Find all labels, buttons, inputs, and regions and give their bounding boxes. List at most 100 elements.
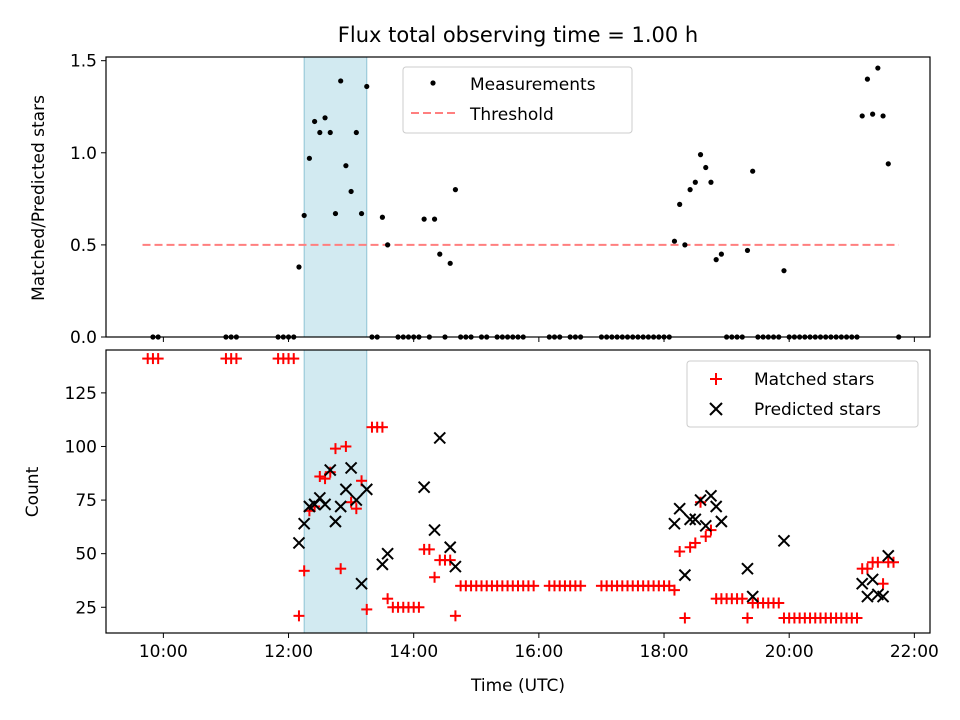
predicted-star-point bbox=[329, 515, 342, 528]
predicted-stars-points bbox=[292, 431, 895, 603]
y-tick-label: 125 bbox=[65, 384, 97, 404]
measurement-point bbox=[697, 152, 704, 158]
ratio-panel: 0.0 0.5 1.0 1.5 Matched/Predicted stars Mea… bbox=[29, 52, 931, 348]
predicted-star-point bbox=[297, 517, 311, 530]
y-tick-label: 1.0 bbox=[70, 144, 97, 164]
predicted-star-point bbox=[292, 536, 306, 550]
predicted-star-point bbox=[417, 481, 431, 494]
measurement-point bbox=[864, 76, 871, 82]
x-tick-label: 12:00 bbox=[264, 642, 313, 662]
bottom-plot-frame bbox=[105, 349, 931, 634]
matched-star-point bbox=[773, 597, 785, 609]
measurement-point bbox=[306, 155, 312, 161]
matched-star-point bbox=[449, 610, 461, 622]
predicted-star-point bbox=[694, 493, 707, 507]
predicted-star-point bbox=[741, 562, 754, 575]
measurement-point bbox=[677, 201, 683, 207]
x-tick-label: 10:00 bbox=[139, 642, 188, 662]
y-tick-label: 50 bbox=[75, 545, 97, 565]
measurement-point bbox=[343, 163, 349, 169]
bottom-y-axis-label: Count bbox=[23, 466, 43, 517]
measurement-point bbox=[870, 111, 876, 117]
measurement-point bbox=[682, 242, 688, 248]
measurement-point bbox=[296, 264, 302, 270]
matched-star-point bbox=[528, 580, 540, 592]
observing-window-span-bottom bbox=[303, 349, 368, 634]
measurement-point bbox=[332, 210, 339, 217]
top-legend-box bbox=[402, 66, 633, 134]
predicted-star-point bbox=[683, 513, 697, 526]
measurement-point bbox=[421, 216, 427, 222]
measurement-point bbox=[338, 78, 344, 84]
legend-matched-marker bbox=[710, 373, 722, 385]
measurement-point bbox=[348, 188, 354, 195]
predicted-star-point bbox=[376, 558, 389, 571]
predicted-star-point bbox=[861, 590, 874, 603]
predicted-star-point bbox=[324, 463, 337, 477]
measurement-point bbox=[317, 129, 323, 136]
matched-star-point bbox=[413, 601, 425, 613]
legend-matched-label: Matched stars bbox=[754, 370, 874, 390]
matched-stars-points bbox=[142, 353, 899, 624]
bottom-x-axis: 10:00 12:00 14:00 16:00 18:00 20:00 22:00 bbox=[139, 633, 939, 662]
predicted-star-point bbox=[381, 547, 394, 560]
measurement-point bbox=[713, 257, 719, 263]
y-tick-label: 75 bbox=[75, 491, 97, 511]
measurement-point bbox=[750, 168, 756, 174]
predicted-star-point bbox=[449, 560, 462, 573]
legend-measurements-marker bbox=[430, 80, 436, 86]
matched-star-point bbox=[679, 612, 691, 624]
measurement-point bbox=[703, 164, 709, 171]
top-y-axis-label: Matched/Predicted stars bbox=[29, 95, 49, 301]
legend-predicted-label: Predicted stars bbox=[754, 400, 881, 420]
matched-star-point bbox=[689, 537, 701, 549]
matched-star-point bbox=[152, 353, 164, 365]
measurement-point bbox=[327, 129, 333, 136]
predicted-star-point bbox=[350, 493, 363, 507]
matched-star-point bbox=[575, 580, 587, 592]
matched-star-point bbox=[429, 571, 441, 583]
matched-star-point bbox=[736, 593, 748, 605]
predicted-star-point bbox=[699, 519, 712, 533]
bottom-legend: Matched stars Predicted stars bbox=[686, 360, 919, 428]
predicted-star-point bbox=[318, 498, 332, 511]
x-tick-label: 16:00 bbox=[514, 642, 563, 662]
legend-predicted-marker bbox=[709, 402, 723, 416]
measurement-point bbox=[687, 187, 693, 193]
measurement-point bbox=[431, 216, 438, 222]
predicted-star-point bbox=[334, 500, 347, 513]
measurement-point bbox=[322, 115, 328, 121]
predicted-star-point bbox=[668, 517, 681, 530]
predicted-star-point bbox=[689, 513, 702, 526]
top-plot-frame bbox=[105, 56, 931, 338]
x-tick-label: 14:00 bbox=[389, 642, 438, 662]
predicted-star-point bbox=[709, 500, 723, 513]
measurement-point bbox=[364, 83, 370, 90]
bottom-x-axis-label: Time (UTC) bbox=[470, 676, 565, 696]
measurement-point bbox=[353, 129, 359, 136]
y-tick-label: 0.5 bbox=[70, 236, 97, 256]
top-chart-title: Flux total observing time = 1.00 h bbox=[338, 23, 698, 47]
observing-window-span bbox=[303, 56, 368, 338]
measurement-point bbox=[875, 65, 881, 71]
measurement-point bbox=[312, 118, 318, 125]
predicted-star-point bbox=[704, 489, 718, 502]
predicted-star-point bbox=[876, 590, 890, 603]
matched-star-point bbox=[444, 554, 456, 566]
predicted-star-point bbox=[855, 577, 869, 590]
count-panel: 25 50 75 100 125 10:00 12:00 14:00 16:00 18:00 20… bbox=[23, 349, 939, 696]
predicted-star-point bbox=[355, 577, 368, 590]
measurement-point bbox=[301, 212, 307, 219]
matched-star-point bbox=[314, 470, 326, 482]
predicted-star-point bbox=[678, 568, 692, 582]
y-tick-label: 100 bbox=[65, 437, 97, 457]
predicted-star-point bbox=[339, 483, 353, 496]
predicted-star-point bbox=[673, 502, 686, 515]
matched-star-point bbox=[851, 612, 863, 624]
predicted-star-point bbox=[443, 541, 457, 554]
matched-star-point bbox=[700, 531, 712, 543]
bottom-legend-box bbox=[686, 360, 919, 428]
matched-star-point bbox=[887, 556, 899, 568]
matched-star-point bbox=[695, 496, 707, 508]
